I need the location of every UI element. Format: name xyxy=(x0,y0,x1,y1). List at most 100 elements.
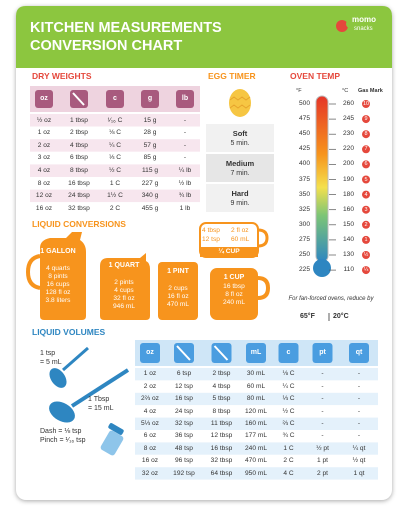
cell: 240 mL xyxy=(245,444,267,452)
row-bg xyxy=(30,139,200,152)
cell: 2⅔ oz xyxy=(141,395,159,403)
section-title: LIQUID VOLUMES xyxy=(32,327,106,337)
header-icon xyxy=(141,90,159,108)
row-bg xyxy=(135,380,378,393)
cell: 3 oz xyxy=(37,154,51,162)
gas-mark-badge xyxy=(362,145,370,154)
cell: ½ C xyxy=(282,407,295,415)
section-title: LIQUID CONVERSIONS xyxy=(32,219,126,229)
cell: ¾ C xyxy=(282,432,295,440)
cell: - xyxy=(321,370,324,378)
cell: ¼ lb xyxy=(178,166,192,174)
celsius: 180 xyxy=(342,190,354,198)
cell: 1 lb xyxy=(179,204,191,212)
volume-note: = 15 mL xyxy=(88,405,114,412)
cell: 2 oz xyxy=(143,382,157,390)
cell: 1 oz xyxy=(37,129,51,137)
cell: 32 tbsp xyxy=(210,457,233,465)
header-label: qt xyxy=(355,349,363,356)
header-label: c xyxy=(113,95,117,102)
vessel-line: 4 quarts xyxy=(46,265,70,272)
cell: 16 oz xyxy=(141,457,159,465)
gas-mark: ½ xyxy=(363,252,369,258)
cell: 8 oz xyxy=(143,444,157,452)
vessel-line: 240 mL xyxy=(223,299,245,306)
cell: 1 C xyxy=(283,444,294,452)
reduction: 65°F xyxy=(300,313,315,320)
header-label: lb xyxy=(181,95,189,102)
cell: 8 tbsp xyxy=(70,166,88,174)
cell: 24 tsp xyxy=(175,407,193,415)
gas-mark: 5 xyxy=(364,176,368,183)
gas-mark-badge xyxy=(362,220,370,229)
egg-box xyxy=(206,124,274,152)
cell: 4 tbsp xyxy=(70,141,88,149)
quarter-cup-name: ¼ CUP xyxy=(218,248,240,255)
egg-time: 5 min. xyxy=(230,140,250,147)
cell: 5 tbsp xyxy=(212,395,231,403)
cell: 16 tbsp xyxy=(210,444,233,452)
logo-icon xyxy=(346,20,354,28)
cell: 24 tbsp xyxy=(68,192,90,200)
quarter-cup-line: 60 mL xyxy=(231,236,250,243)
cell: 12 tsp xyxy=(175,382,193,390)
gas-mark: 1 xyxy=(364,236,368,243)
gallon-jug xyxy=(40,232,86,320)
cell: 4 oz xyxy=(37,166,51,174)
cell: 455 g xyxy=(141,204,159,212)
spoon-icon xyxy=(176,345,191,361)
cell: 96 tsp xyxy=(175,457,193,465)
fahrenheit: 475 xyxy=(298,115,310,123)
spoon-icon xyxy=(213,345,229,361)
column-header: °C xyxy=(342,88,349,94)
cell: 2 C xyxy=(109,204,121,212)
cell: - xyxy=(321,382,324,390)
gas-mark: 8 xyxy=(364,131,368,138)
cell: ½ C xyxy=(108,166,122,174)
cell: ¼ qt xyxy=(352,444,366,452)
cell: 340 g xyxy=(141,192,159,200)
column-header: °F xyxy=(296,88,302,94)
cell: 177 mL xyxy=(245,432,267,440)
volume-note: Dash = ⅛ tsp xyxy=(40,428,82,435)
vessel-name: 1 QUART xyxy=(108,262,140,269)
header-label: pt xyxy=(319,349,326,356)
gas-mark: 4 xyxy=(364,191,368,198)
gas-mark: ¼ xyxy=(363,267,369,274)
header-band xyxy=(16,6,392,68)
vessel-line: 32 fl oz xyxy=(113,295,135,302)
quarter-cup-handle xyxy=(257,228,269,248)
vessel-line: 16 fl oz xyxy=(167,293,189,300)
logo-text: momo xyxy=(352,15,376,24)
header-label: oz xyxy=(146,349,154,356)
quarter-cup-line: 4 tbsp xyxy=(202,227,220,234)
row-bg xyxy=(135,442,378,455)
cell: 1½ C xyxy=(107,192,123,200)
cell: 4 tbsp xyxy=(212,382,231,390)
thermometer-bulb xyxy=(313,259,331,277)
egg-time: 7 min. xyxy=(230,170,250,177)
row-bg xyxy=(30,126,200,140)
cell: - xyxy=(183,141,187,149)
fahrenheit: 275 xyxy=(298,235,310,243)
cell: 36 tsp xyxy=(175,432,193,440)
fahrenheit: 425 xyxy=(298,145,310,153)
cell: - xyxy=(183,116,187,124)
cell: 950 mL xyxy=(245,469,267,477)
cell: 15 g xyxy=(143,116,157,124)
title: CONVERSION CHART xyxy=(30,38,183,54)
egg-box xyxy=(206,184,274,212)
thermometer xyxy=(315,95,329,263)
gas-mark-badge xyxy=(362,205,370,214)
fahrenheit: 300 xyxy=(298,220,310,228)
header-label: c xyxy=(286,349,291,356)
gas-mark: 6 xyxy=(364,161,368,168)
teaspoon-handle xyxy=(62,346,89,372)
egg-stripe xyxy=(229,96,251,101)
cell: 11 tbsp xyxy=(210,419,233,427)
quarter-cup-band xyxy=(200,247,258,257)
row-bg xyxy=(30,202,200,215)
gas-mark: 2 xyxy=(364,221,368,228)
column-header: Gas Mark xyxy=(358,88,383,94)
